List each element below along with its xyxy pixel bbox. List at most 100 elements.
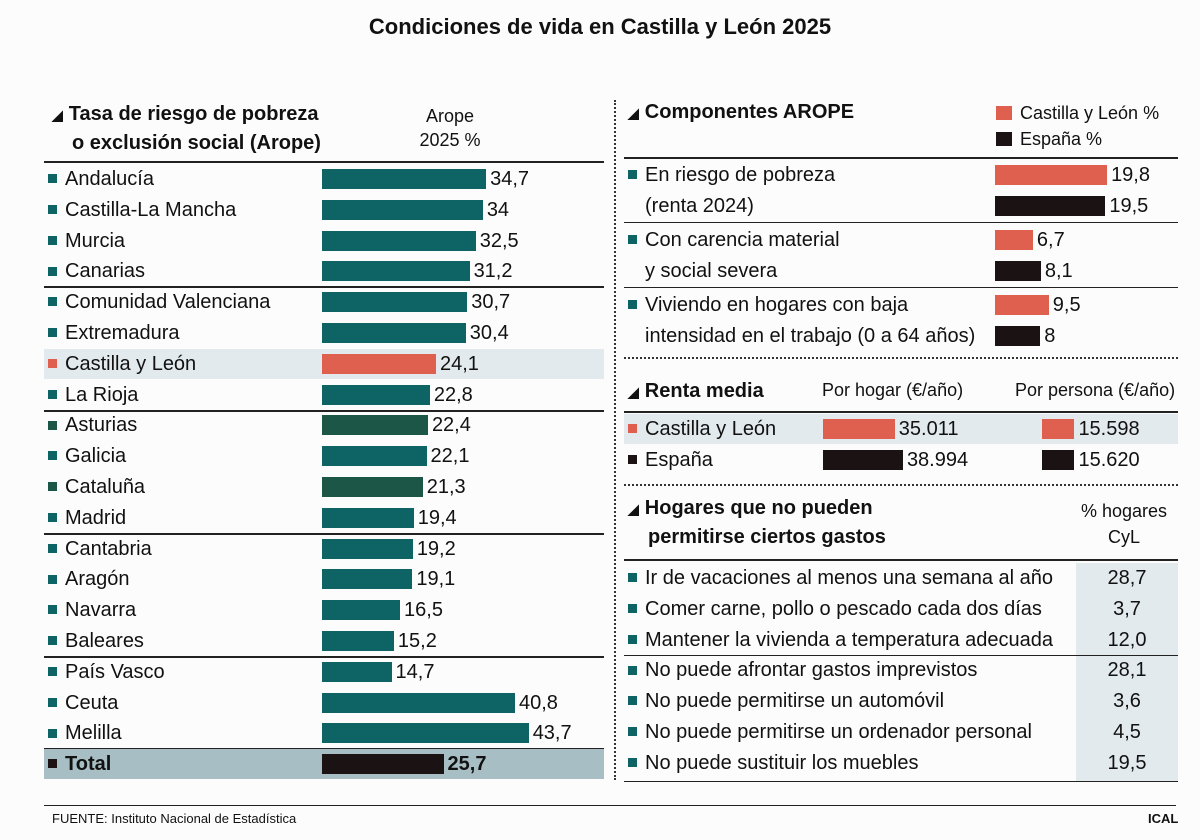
heading-line: permitirse ciertos gastos: [648, 526, 886, 548]
bullet-icon: [48, 543, 57, 553]
table-row: Cantabria 19,2: [44, 534, 604, 564]
bullet-icon: [48, 697, 57, 707]
value-label: 6,7: [1036, 229, 1065, 251]
region-label: Madrid: [65, 506, 127, 529]
bullet-icon: [48, 667, 57, 677]
legend-swatch: [996, 106, 1012, 121]
value-label: 34,7: [490, 168, 530, 190]
bar: [995, 326, 1041, 346]
item-label: Comer carne, pollo o pescado cada dos dí…: [645, 597, 1042, 620]
table-row: Asturias 22,4: [44, 410, 604, 440]
triangle-icon: ◢: [628, 501, 639, 517]
rule: [44, 656, 604, 658]
table-row: Cataluña 21,3: [44, 472, 604, 502]
bar: [995, 295, 1049, 315]
bullet-icon: [628, 170, 637, 180]
col-line: 2025 %: [419, 130, 481, 150]
legend-castilla: Castilla y León %: [996, 100, 1159, 126]
value-label: 25,7: [447, 753, 487, 776]
table-row: País Vasco 14,7: [44, 657, 604, 687]
table-row: Murcia 32,5: [44, 226, 604, 256]
source: FUENTE: Instituto Nacional de Estadístic…: [52, 811, 297, 826]
value-label: 40,8: [518, 691, 558, 714]
value-label: 28,1: [1107, 659, 1147, 682]
credit: ICAL: [1148, 811, 1179, 826]
heading-line: Tasa de riesgo de pobreza: [68, 103, 319, 125]
value-label: 8,1: [1044, 260, 1073, 282]
bullet-icon: [48, 266, 57, 276]
component-label: Con carencia material: [645, 229, 840, 251]
region-label: Murcia: [65, 229, 126, 252]
bar-por-hogar: [823, 419, 895, 439]
table-row: Comer carne, pollo o pescado cada dos dí…: [624, 594, 1178, 624]
rule: [44, 286, 604, 289]
col-por-hogar: Por hogar (€/año): [822, 380, 964, 400]
bar: [322, 538, 413, 559]
table-row: No puede permitirse un ordenador persona…: [624, 717, 1178, 747]
component-label: (renta 2024): [645, 195, 754, 217]
component-row: Viviendo en hogares con baja 9,5: [624, 290, 1178, 320]
table-row: Andalucía 34,7: [44, 164, 604, 194]
bullet-icon: [48, 420, 57, 430]
value-label: 14,7: [395, 660, 435, 683]
region-label: Asturias: [65, 414, 138, 437]
triangle-icon: ◢: [628, 105, 639, 121]
bar: [322, 199, 483, 220]
component-row-line: (renta 2024) 19,5: [624, 191, 1178, 221]
infographic-title: Condiciones de vida en Castilla y León 2…: [368, 14, 832, 39]
bullet-icon: [48, 574, 57, 584]
value-label: 21,3: [426, 476, 466, 498]
col-line: % hogares: [1080, 501, 1168, 521]
legend-swatch: [996, 132, 1012, 147]
bar: [322, 723, 529, 744]
value-label: 28,7: [1107, 567, 1147, 589]
region-label: Cantabria: [65, 537, 152, 560]
bar: [322, 661, 392, 682]
table-row: Castilla y León 24,1: [44, 348, 604, 379]
region-label: Castilla y León: [65, 352, 197, 375]
bullet-icon: [628, 634, 637, 644]
value-label: 19,4: [417, 506, 457, 529]
rule: [624, 287, 1178, 288]
table-row: No puede sustituir los muebles 19,5: [624, 748, 1178, 778]
table-row: Ir de vacaciones al menos una semana al …: [624, 563, 1178, 593]
region-label: Comunidad Valenciana: [65, 291, 271, 314]
component-label: Viviendo en hogares con baja: [645, 294, 909, 316]
value-label: 19,5: [1107, 751, 1147, 774]
value-column-bg: [1076, 563, 1178, 781]
table-row: La Rioja 22,8: [44, 380, 604, 410]
value-label: 19,8: [1111, 164, 1150, 186]
region-label: País Vasco: [65, 660, 165, 683]
divider: [624, 357, 1178, 359]
component-label: y social severa: [645, 260, 778, 282]
table-row: Galicia 22,1: [44, 441, 604, 471]
item-label: No puede permitirse un ordenador persona…: [645, 721, 1032, 743]
value-label: 4,5: [1113, 721, 1141, 743]
rule: [624, 781, 1178, 782]
col-line: CyL: [1107, 527, 1140, 547]
rule: [624, 411, 1178, 413]
bar: [322, 323, 466, 343]
bullet-icon: [628, 235, 637, 245]
item-label: Mantener la vivienda a temperatura adecu…: [645, 628, 1054, 651]
bullet-icon: [48, 235, 57, 245]
hogares-heading: ◢ Hogares que no pueden permitirse ciertos…: [628, 494, 886, 551]
divider: [624, 484, 1178, 486]
bar: [322, 415, 428, 436]
value-label: 30,4: [469, 322, 509, 344]
item-label: No puede permitirse un automóvil: [645, 690, 945, 713]
col-line: Arope: [425, 106, 475, 126]
value-label: 3,6: [1113, 690, 1141, 713]
bar-por-hogar: [823, 450, 903, 470]
value-label: 12,0: [1107, 628, 1147, 651]
value-label: 22,8: [433, 383, 473, 406]
value-label: 3,7: [1113, 597, 1141, 620]
table-row: Madrid 19,4: [44, 503, 604, 533]
item-label: No puede sustituir los muebles: [645, 751, 919, 774]
heading-text: Renta media: [644, 380, 764, 402]
region-label: Navarra: [65, 599, 137, 622]
value-label: 19,1: [416, 568, 456, 591]
bullet-icon: [48, 605, 57, 615]
table-row: Melilla 43,7: [44, 718, 604, 748]
bar-por-persona: [1042, 450, 1075, 470]
